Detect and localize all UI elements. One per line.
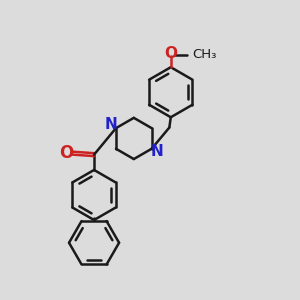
Text: O: O <box>59 144 74 162</box>
Text: N: N <box>151 144 163 159</box>
Text: N: N <box>104 117 117 132</box>
Text: CH₃: CH₃ <box>192 48 216 61</box>
Text: O: O <box>164 46 177 62</box>
